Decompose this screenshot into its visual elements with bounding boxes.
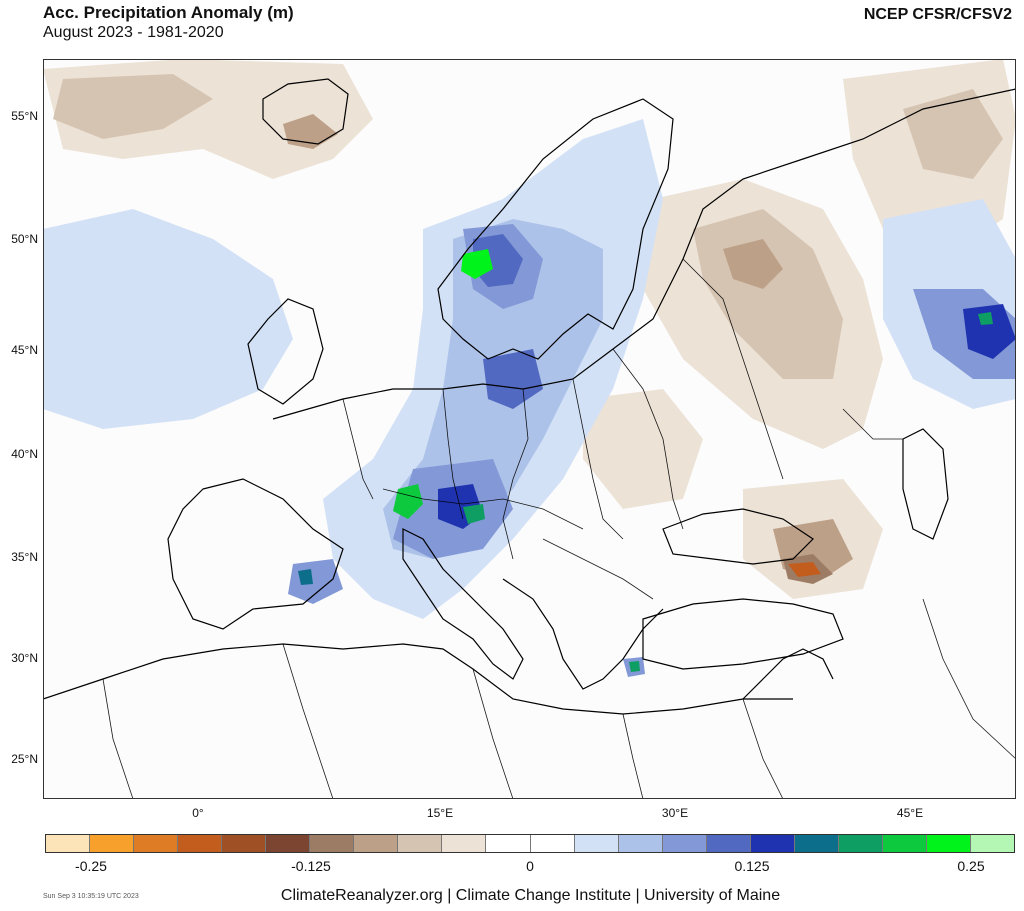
colorbar-swatch [530, 835, 575, 852]
colorbar [45, 834, 1015, 853]
wet-area [393, 484, 423, 519]
dry-area [788, 562, 821, 577]
colorbar-swatch [178, 835, 223, 852]
lon-label-45e: 45°E [896, 806, 924, 820]
colorbar-label-min: -0.25 [75, 858, 107, 874]
colorbar-label-neg-mid: -0.125 [291, 858, 331, 874]
border-line [502, 388, 529, 560]
wet-area [483, 349, 543, 409]
italy-coast [402, 528, 524, 680]
chart-title: Acc. Precipitation Anomaly (m) [43, 3, 294, 22]
border-line [742, 698, 784, 799]
wet-area [298, 569, 313, 585]
colorbar-swatch [442, 835, 487, 852]
colorbar-swatch [706, 835, 751, 852]
dry-area [723, 239, 783, 289]
colorbar-swatch [222, 835, 267, 852]
lat-label-25n: 25°N [11, 752, 38, 766]
lat-label-40n: 40°N [11, 447, 38, 461]
lon-label-0: 0° [192, 806, 204, 820]
border-line [472, 668, 514, 799]
caspian-coast [902, 428, 949, 540]
colorbar-swatch [354, 835, 399, 852]
east-mediterranean-coast [742, 648, 834, 700]
border-line [682, 258, 784, 480]
border-line [282, 643, 334, 799]
country-borders [102, 258, 1016, 799]
british-isles-coast [247, 298, 324, 405]
colorbar-swatch [574, 835, 619, 852]
colorbar-swatch [794, 835, 839, 852]
wet-area [963, 304, 1016, 359]
dry-area [903, 89, 1003, 179]
credit-line: ClimateReanalyzer.org | Climate Change I… [280, 887, 781, 904]
colorbar-label-pos-mid: 0.125 [734, 858, 770, 874]
colorbar-swatch [46, 835, 91, 852]
chart-subtitle: August 2023 - 1981-2020 [43, 24, 224, 41]
colorbar-swatch [970, 835, 1015, 852]
scandinavia-coast [437, 98, 674, 360]
dry-area [53, 74, 213, 139]
colorbar-swatch [838, 835, 883, 852]
data-source: NCEP CFSR/CFSV2 [863, 6, 1012, 23]
iceland-coast [262, 78, 349, 145]
colorbar-swatch [90, 835, 135, 852]
border-line [842, 408, 903, 440]
colorbar-swatch [266, 835, 311, 852]
black-sea-coast [662, 508, 814, 565]
wet-area [43, 209, 293, 429]
map-frame [43, 59, 1016, 799]
border-line [442, 388, 464, 520]
wet-area [473, 234, 523, 287]
lat-label-50n: 50°N [11, 232, 38, 246]
map-panel [43, 59, 1016, 799]
colorbar-swatch [310, 835, 355, 852]
colorbar-swatch [750, 835, 795, 852]
border-line [572, 378, 624, 540]
colorbar-swatch [398, 835, 443, 852]
wet-area [463, 504, 485, 524]
dry-area [583, 389, 703, 509]
colorbar-swatch [662, 835, 707, 852]
wet-area [629, 661, 640, 672]
border-line [612, 348, 684, 530]
lon-label-15e: 15°E [426, 806, 454, 820]
iberia-coast [167, 478, 344, 630]
anomaly-field [43, 59, 1016, 677]
wet-area [461, 249, 493, 279]
lat-label-45n: 45°N [11, 343, 38, 357]
wet-area [288, 559, 343, 604]
colorbar-swatch [486, 835, 531, 852]
lat-label-35n: 35°N [11, 550, 38, 564]
colorbar-swatch [618, 835, 663, 852]
colorbar-swatch [134, 835, 179, 852]
border-line [342, 398, 374, 500]
border-line [542, 538, 654, 600]
wet-anomaly-areas [43, 119, 1016, 677]
lon-label-30e: 30°E [661, 806, 689, 820]
north-africa-coast [43, 643, 793, 715]
border-line [382, 488, 584, 530]
timestamp: Sun Sep 3 10:35:19 UTC 2023 [43, 893, 139, 900]
colorbar-label-zero: 0 [526, 858, 534, 874]
border-line [922, 598, 1016, 760]
border-line [102, 678, 134, 799]
colorbar-label-max: 0.25 [957, 858, 985, 874]
border-line [622, 713, 644, 799]
coastlines [43, 78, 1016, 715]
colorbar-swatch [926, 835, 971, 852]
wet-area [978, 312, 993, 325]
turkey-coast [642, 598, 844, 670]
lat-label-30n: 30°N [11, 651, 38, 665]
lat-label-55n: 55°N [11, 109, 38, 123]
balkans-coast [502, 578, 664, 690]
colorbar-swatch [882, 835, 927, 852]
